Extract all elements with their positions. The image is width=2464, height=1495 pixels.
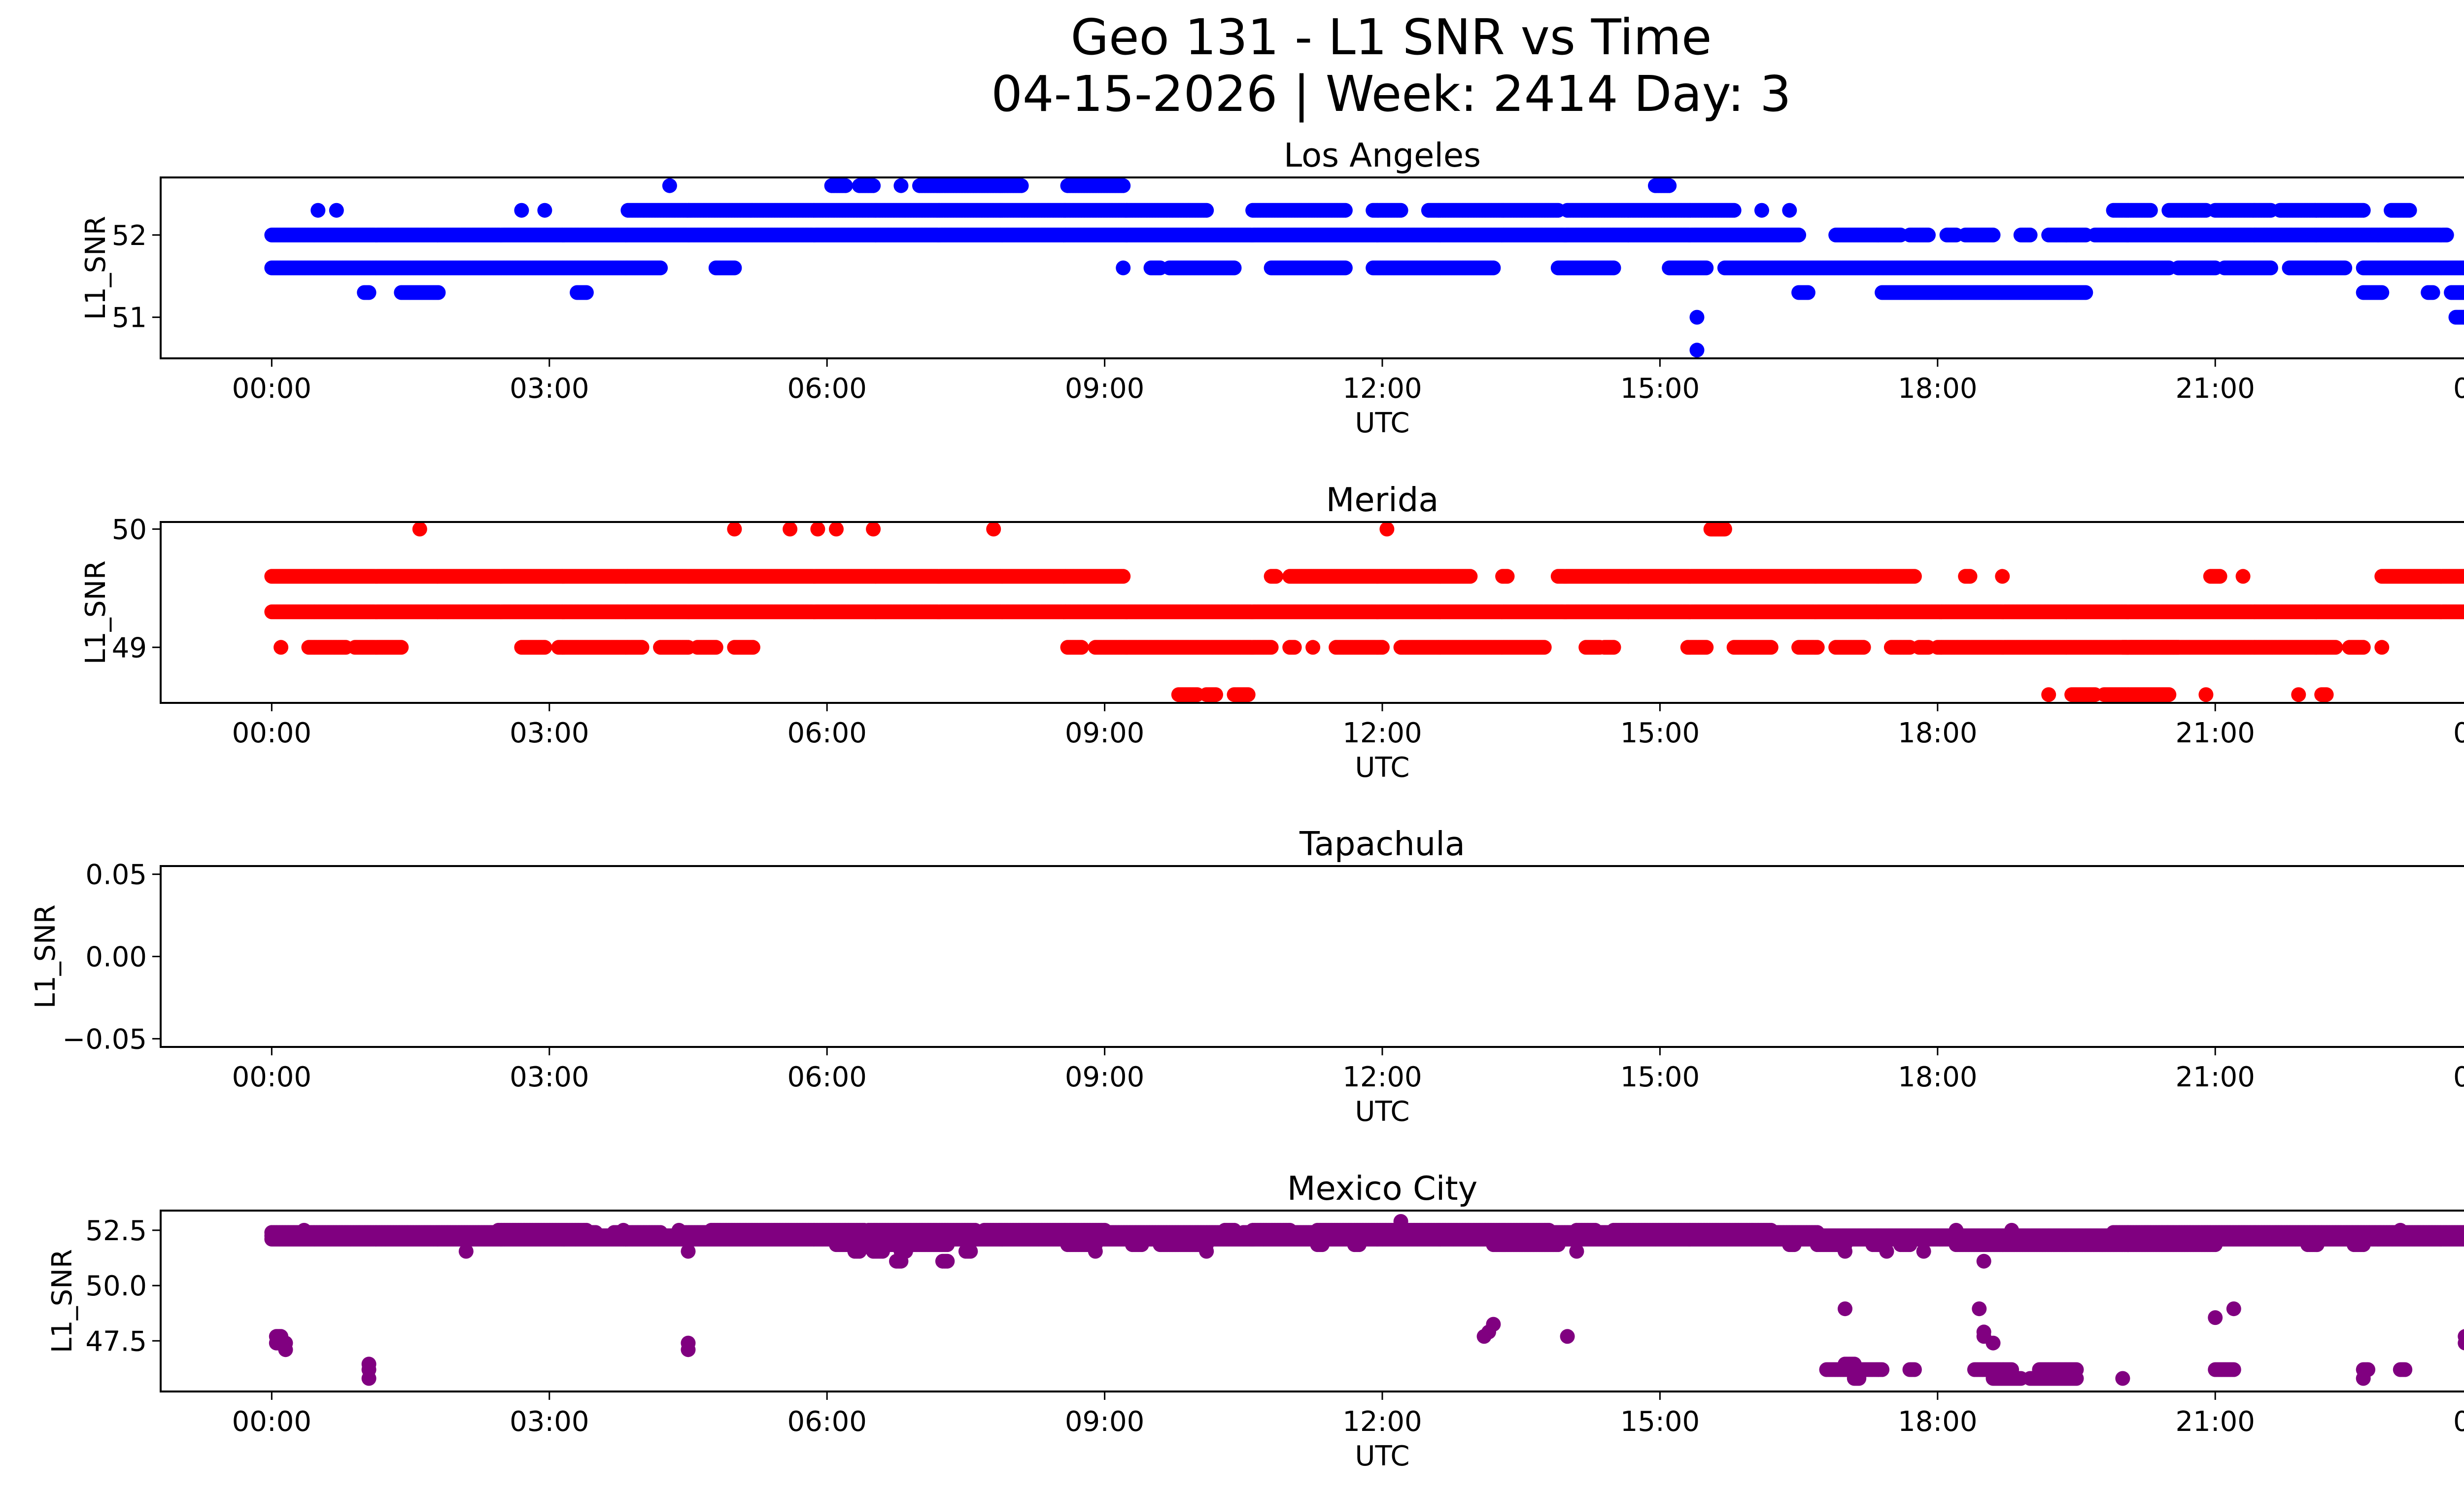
data-point <box>1116 260 1131 276</box>
data-point <box>838 178 853 193</box>
scatter-points <box>264 522 2464 702</box>
data-point <box>1199 203 1214 218</box>
data-point <box>2458 310 2464 325</box>
x-tick-label: 09:00 <box>1065 373 1144 405</box>
data-point <box>310 203 326 218</box>
figure-title-line2: 04-15-2026 | Week: 2414 Day: 3 <box>991 65 1791 123</box>
figure-title-line1: Geo 131 - L1 SNR vs Time <box>1071 8 1712 66</box>
x-axis-label: UTC <box>1355 407 1409 439</box>
data-point <box>1337 260 1353 276</box>
panel-title: Los Angeles <box>1284 136 1481 174</box>
data-point <box>866 178 881 193</box>
y-tick-label: 52 <box>112 220 147 252</box>
data-point <box>1726 203 1742 218</box>
data-point <box>514 203 529 218</box>
x-tick-label: 06:00 <box>787 373 866 405</box>
x-tick-label: 18:00 <box>1898 373 1977 405</box>
data-point <box>2425 285 2440 300</box>
data-point <box>1782 203 1797 218</box>
data-point <box>2439 227 2454 243</box>
data-point <box>431 285 446 300</box>
data-point <box>1754 203 1769 218</box>
data-point <box>1791 227 1807 243</box>
panel-los-angeles: Los Angeles 00:00 03:00 06:00 09:00 12:00 15:0… <box>80 136 2464 439</box>
x-tick-label: 21:00 <box>2176 373 2255 405</box>
data-point <box>1662 178 1677 193</box>
data-point <box>2374 285 2390 300</box>
data-point <box>1921 227 1936 243</box>
data-point <box>1337 203 1353 218</box>
data-point <box>893 178 909 193</box>
data-point <box>2462 263 2464 273</box>
panel-title: Merida <box>1326 481 1439 519</box>
data-point <box>662 178 677 193</box>
data-point <box>2143 203 2158 218</box>
y-tick-label: 51 <box>112 302 147 334</box>
data-point <box>727 260 742 276</box>
data-point <box>1699 260 1714 276</box>
data-point <box>361 285 376 300</box>
data-point <box>1116 178 1131 193</box>
x-tick-label: 03:00 <box>510 373 589 405</box>
scatter-points <box>264 178 2464 358</box>
data-point <box>2337 260 2353 276</box>
x-tick-label: 15:00 <box>1620 373 1700 405</box>
data-point <box>1393 203 1408 218</box>
x-tick-label: 12:00 <box>1342 373 1422 405</box>
x-tick-label: 00:00 <box>232 373 311 405</box>
data-point <box>1014 178 1029 193</box>
data-point <box>2022 227 2038 243</box>
data-point <box>329 203 344 218</box>
data-point <box>1689 310 1705 325</box>
data-point <box>2356 203 2371 218</box>
data-point <box>2462 607 2464 617</box>
data-point <box>1800 285 1815 300</box>
data-point <box>1985 227 2001 243</box>
x-tick-label: 00:00 <box>2453 373 2464 405</box>
data-point <box>1689 343 1705 358</box>
data-point <box>2462 288 2464 297</box>
data-point <box>1486 260 1501 276</box>
data-point <box>579 285 594 300</box>
data-point <box>2078 285 2093 300</box>
data-point <box>1227 260 1242 276</box>
data-point <box>537 203 552 218</box>
data-point <box>2263 260 2278 276</box>
data-point <box>653 260 668 276</box>
data-point <box>1606 260 1621 276</box>
data-point <box>2402 203 2417 218</box>
y-axis-label: L1_SNR <box>80 216 112 320</box>
